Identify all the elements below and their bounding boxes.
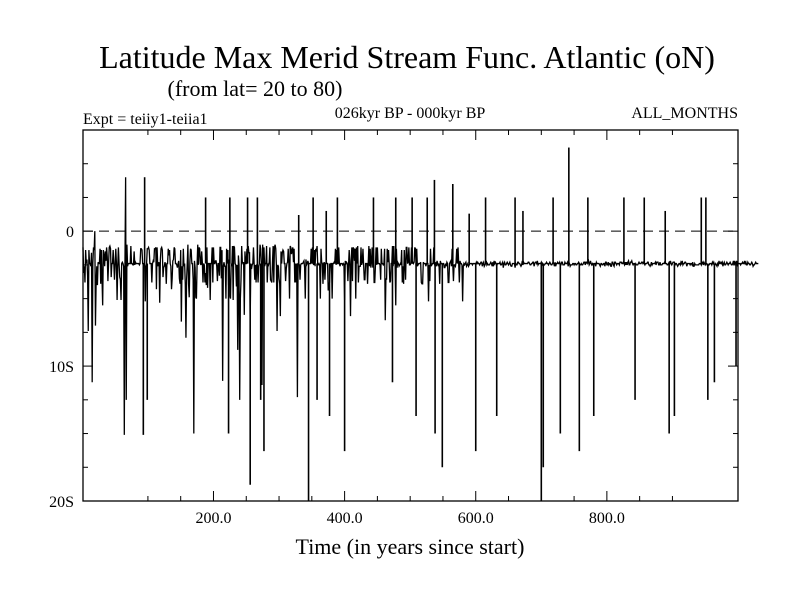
x-tick-label: 200.0 bbox=[195, 510, 231, 527]
y-tick-label: 20S bbox=[49, 494, 74, 511]
period-label: 026kyr BP - 000kyr BP bbox=[335, 105, 486, 122]
series-line bbox=[82, 177, 759, 435]
x-tick-label: 600.0 bbox=[458, 510, 494, 527]
x-axis: 200.0 400.0 600.0 800.0 bbox=[147, 130, 673, 527]
x-tick-label: 400.0 bbox=[327, 510, 363, 527]
spike-marks bbox=[142, 147, 737, 501]
y-axis: 0 10S 20S bbox=[49, 129, 738, 511]
chart-title: Latitude Max Merid Stream Func. Atlantic… bbox=[99, 39, 715, 75]
x-tick-label: 800.0 bbox=[589, 510, 625, 527]
months-label: ALL_MONTHS bbox=[631, 105, 738, 122]
y-tick-label: 10S bbox=[49, 359, 74, 376]
chart-subtitle: (from lat= 20 to 80) bbox=[168, 76, 343, 101]
y-tick-label: 0 bbox=[66, 224, 74, 241]
expt-label: Expt = teiiy1-teiia1 bbox=[83, 111, 208, 128]
x-axis-label: Time (in years since start) bbox=[296, 534, 525, 559]
